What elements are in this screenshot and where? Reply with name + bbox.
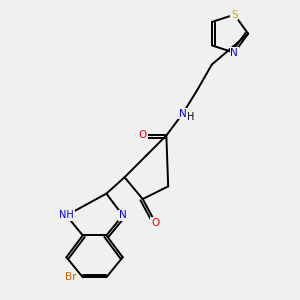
Text: Br: Br [65,272,77,282]
Text: O: O [139,130,147,140]
Text: NH: NH [59,210,74,220]
Text: N: N [119,210,127,220]
Text: N: N [230,48,238,58]
Text: N: N [179,109,187,118]
Text: S: S [231,10,238,20]
Text: O: O [151,218,160,228]
Text: H: H [187,112,194,122]
